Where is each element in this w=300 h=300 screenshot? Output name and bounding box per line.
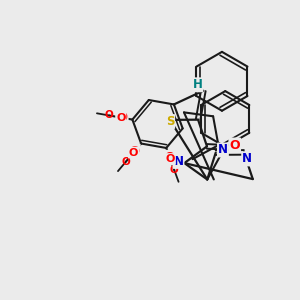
Text: O: O [105, 110, 114, 121]
Text: O: O [170, 165, 179, 175]
Text: N: N [173, 155, 184, 168]
Text: O: O [129, 148, 138, 158]
Text: H: H [193, 78, 202, 91]
Text: O: O [118, 111, 128, 124]
Text: O: O [130, 145, 140, 158]
Text: O: O [122, 157, 130, 166]
Text: O: O [230, 139, 240, 152]
Text: S: S [166, 115, 174, 128]
Text: N: N [242, 152, 252, 165]
Text: O: O [166, 154, 175, 164]
Text: O: O [165, 151, 175, 164]
Text: N: N [218, 143, 228, 157]
Text: O: O [116, 112, 125, 122]
